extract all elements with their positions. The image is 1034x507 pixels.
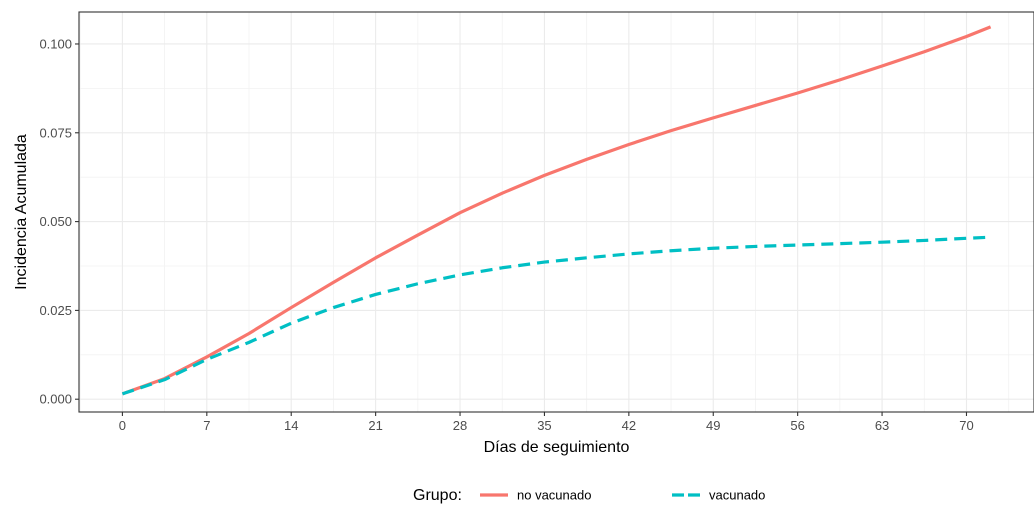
legend-label-1: no vacunado bbox=[517, 488, 591, 503]
y-axis-title: Incidencia Acumulada bbox=[13, 134, 30, 290]
axes: 0 7 14 21 28 35 42 49 56 63 70 0.000 0.025 0.050 0.075… bbox=[39, 36, 973, 433]
legend: Grupo: no vacunado vacunado bbox=[413, 487, 765, 504]
y-tick-label: 0.050 bbox=[39, 214, 72, 229]
y-tick-label: 0.075 bbox=[39, 125, 72, 140]
panel-border bbox=[78, 11, 1034, 413]
legend-title: Grupo: bbox=[413, 487, 462, 504]
series-line-1 bbox=[121, 25, 992, 396]
x-tick-label: 21 bbox=[368, 418, 382, 433]
y-tick-label: 0.100 bbox=[39, 36, 72, 51]
series-lines bbox=[121, 25, 992, 396]
legend-label-2: vacunado bbox=[709, 488, 765, 503]
x-tick-label: 63 bbox=[875, 418, 889, 433]
y-tick-label: 0.025 bbox=[39, 303, 72, 318]
panel-background bbox=[79, 12, 1034, 412]
x-tick-label: 49 bbox=[706, 418, 720, 433]
x-axis-title: Días de seguimiento bbox=[484, 439, 630, 456]
x-tick-label: 0 bbox=[119, 418, 126, 433]
x-tick-label: 35 bbox=[537, 418, 551, 433]
x-tick-label: 28 bbox=[453, 418, 467, 433]
x-tick-label: 56 bbox=[790, 418, 804, 433]
x-tick-label: 7 bbox=[203, 418, 210, 433]
series-line-2 bbox=[121, 235, 991, 396]
x-tick-label: 14 bbox=[284, 418, 298, 433]
y-tick-label: 0.000 bbox=[39, 392, 72, 407]
x-tick-label: 42 bbox=[622, 418, 636, 433]
x-tick-label: 70 bbox=[959, 418, 973, 433]
grid bbox=[79, 12, 1034, 412]
